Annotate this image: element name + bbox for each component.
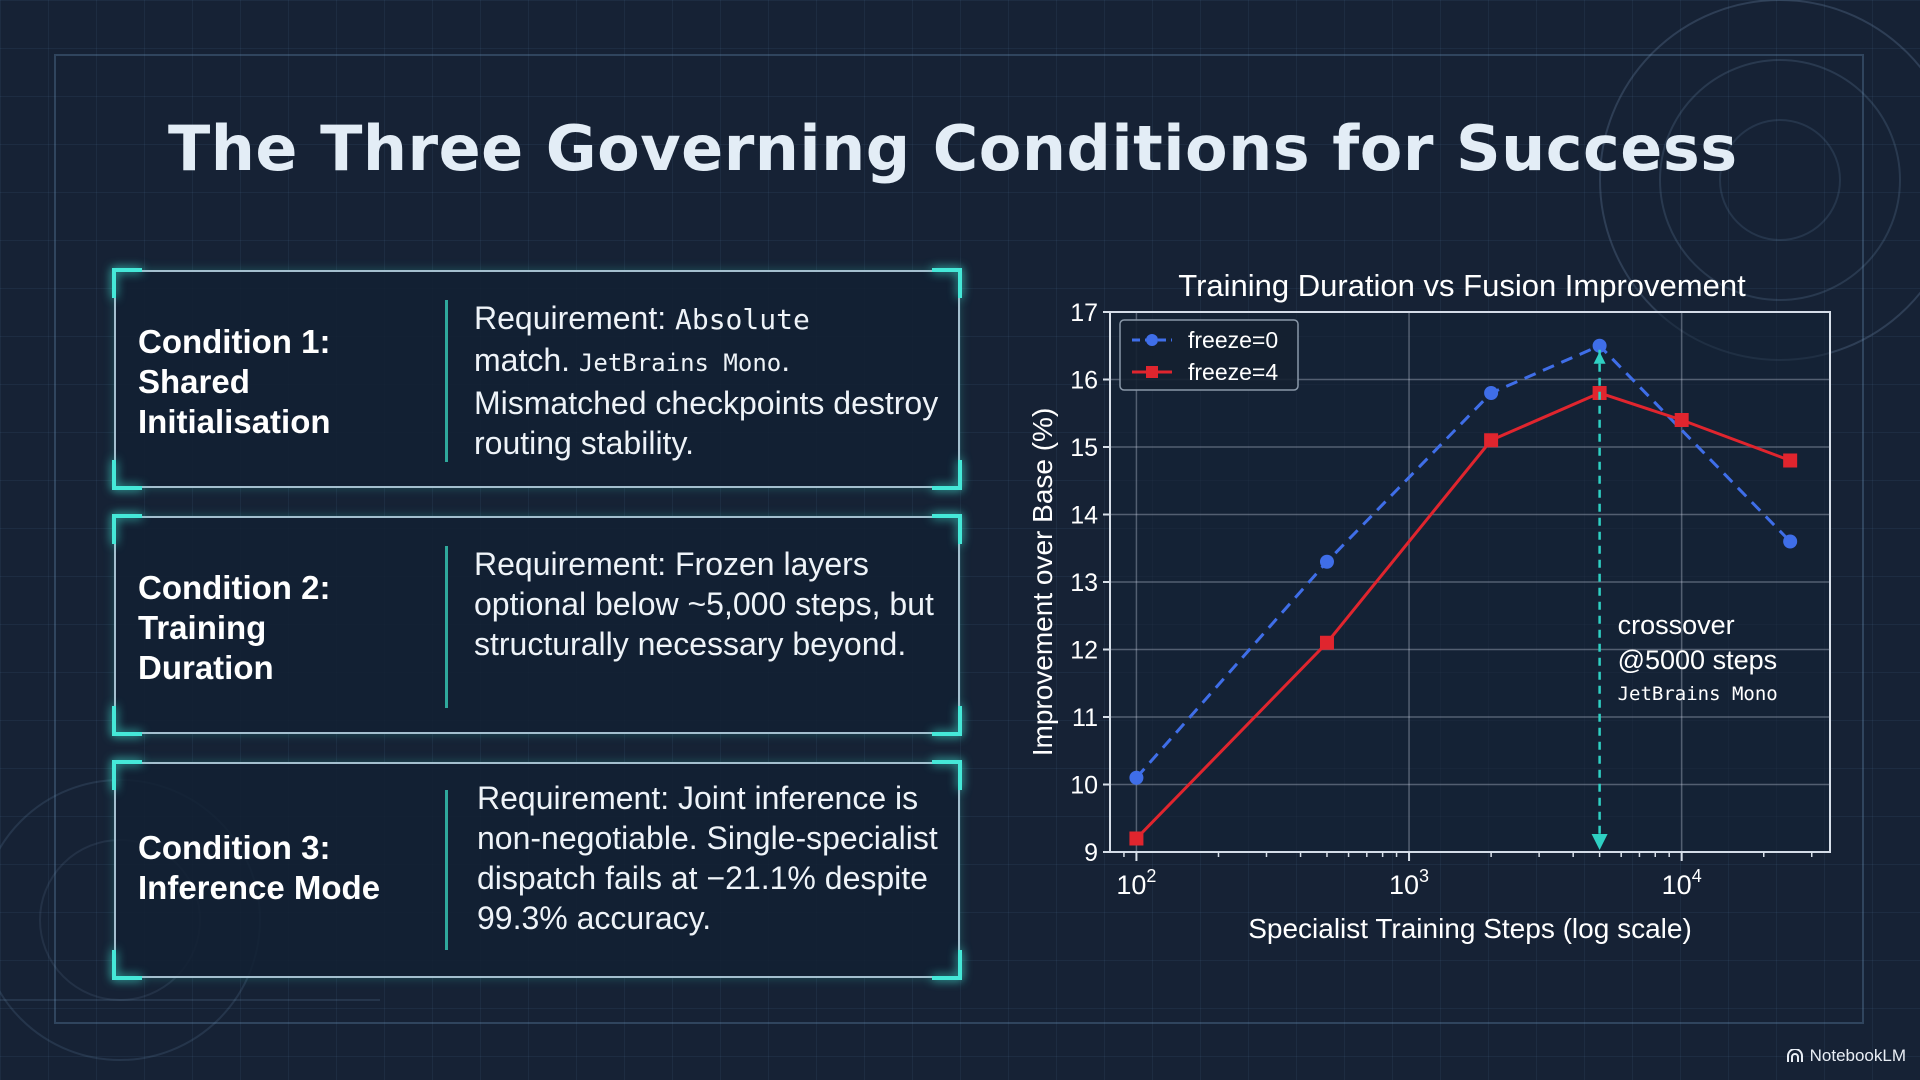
data-point-freeze-4 xyxy=(1129,831,1144,846)
chart-title: Training Duration vs Fusion Improvement xyxy=(1178,268,1746,303)
condition-title: Condition 1: Shared Initialisation xyxy=(138,323,331,440)
plot-area xyxy=(1109,311,1831,853)
corner-bracket xyxy=(932,514,962,544)
slide-frame xyxy=(54,54,1864,1024)
data-point-freeze-0 xyxy=(1592,338,1607,353)
corner-bracket xyxy=(932,706,962,736)
x-tick-label: 102 xyxy=(1116,866,1156,900)
corner-bracket xyxy=(932,460,962,490)
condition-divider xyxy=(445,790,448,950)
corner-bracket xyxy=(112,268,142,298)
condition-text: Requirement: Frozen layers optional belo… xyxy=(474,546,934,662)
data-point-freeze-4 xyxy=(1674,413,1689,427)
data-point-freeze-0 xyxy=(1319,554,1334,569)
crossover-arrow-up xyxy=(1593,351,1606,364)
crossover-arrow-down xyxy=(1591,834,1608,850)
crossover-annotation-text: crossover xyxy=(1618,610,1735,640)
y-tick-label: 9 xyxy=(1084,839,1098,867)
condition-text: Requirement: Absolute match. JetBrains M… xyxy=(474,300,939,461)
corner-bracket xyxy=(112,460,142,490)
y-tick-label: 17 xyxy=(1070,299,1098,327)
y-axis-label: Improvement over Base (%) xyxy=(1027,408,1058,757)
data-point-freeze-4 xyxy=(1783,453,1798,468)
x-tick-label: 104 xyxy=(1662,866,1702,900)
corner-bracket xyxy=(932,760,962,790)
condition-divider xyxy=(445,300,448,462)
notebooklm-badge: NotebookLM xyxy=(1786,1046,1906,1066)
y-tick-label: 13 xyxy=(1070,569,1098,597)
data-point-freeze-4 xyxy=(1319,635,1334,650)
corner-bracket xyxy=(112,706,142,736)
slide-title: The Three Governing Conditions for Succe… xyxy=(168,112,1738,185)
data-point-freeze-0 xyxy=(1484,386,1499,400)
y-tick-label: 12 xyxy=(1070,637,1098,665)
notebooklm-logo-icon xyxy=(1786,1049,1803,1062)
condition-text: Requirement: Joint inference is non-nego… xyxy=(477,780,938,936)
crossover-annotation-text: @5000 steps xyxy=(1618,645,1778,675)
corner-bracket xyxy=(932,268,962,298)
condition-card-1: Condition 1: Shared Initialisation Requi… xyxy=(112,268,962,490)
corner-bracket xyxy=(112,950,142,980)
condition-title: Condition 3: Inference Mode xyxy=(138,829,381,906)
y-tick-label: 10 xyxy=(1070,772,1098,800)
corner-bracket xyxy=(932,950,962,980)
series-line-freeze-4 xyxy=(1135,391,1791,840)
condition-divider xyxy=(445,546,448,708)
condition-card-2: Condition 2: Training Duration Requireme… xyxy=(112,514,962,736)
data-point-freeze-0 xyxy=(1783,534,1798,549)
data-point-freeze-4 xyxy=(1484,433,1499,448)
y-tick-label: 15 xyxy=(1070,434,1098,462)
condition-card-3: Condition 3: Inference Mode Requirement:… xyxy=(112,760,962,980)
condition-title: Condition 2: Training Duration xyxy=(138,569,331,686)
y-tick-label: 14 xyxy=(1070,502,1098,530)
data-point-freeze-0 xyxy=(1129,770,1144,785)
crossover-annotation-text: JetBrains Mono xyxy=(1618,683,1778,705)
y-tick-label: 16 xyxy=(1070,367,1098,395)
y-tick-label: 11 xyxy=(1072,704,1098,732)
legend-marker-circle xyxy=(1146,334,1158,346)
x-tick-label: 103 xyxy=(1389,866,1429,900)
improvement-line-chart: Training Duration vs Fusion Improvement … xyxy=(1027,268,1831,944)
notebooklm-label: NotebookLM xyxy=(1809,1046,1906,1065)
legend-label: freeze=0 xyxy=(1188,327,1278,353)
corner-bracket xyxy=(112,760,142,790)
legend-label: freeze=4 xyxy=(1188,359,1278,385)
legend-marker-square xyxy=(1146,366,1158,378)
corner-bracket xyxy=(112,514,142,544)
x-axis-label: Specialist Training Steps (log scale) xyxy=(1248,913,1692,944)
